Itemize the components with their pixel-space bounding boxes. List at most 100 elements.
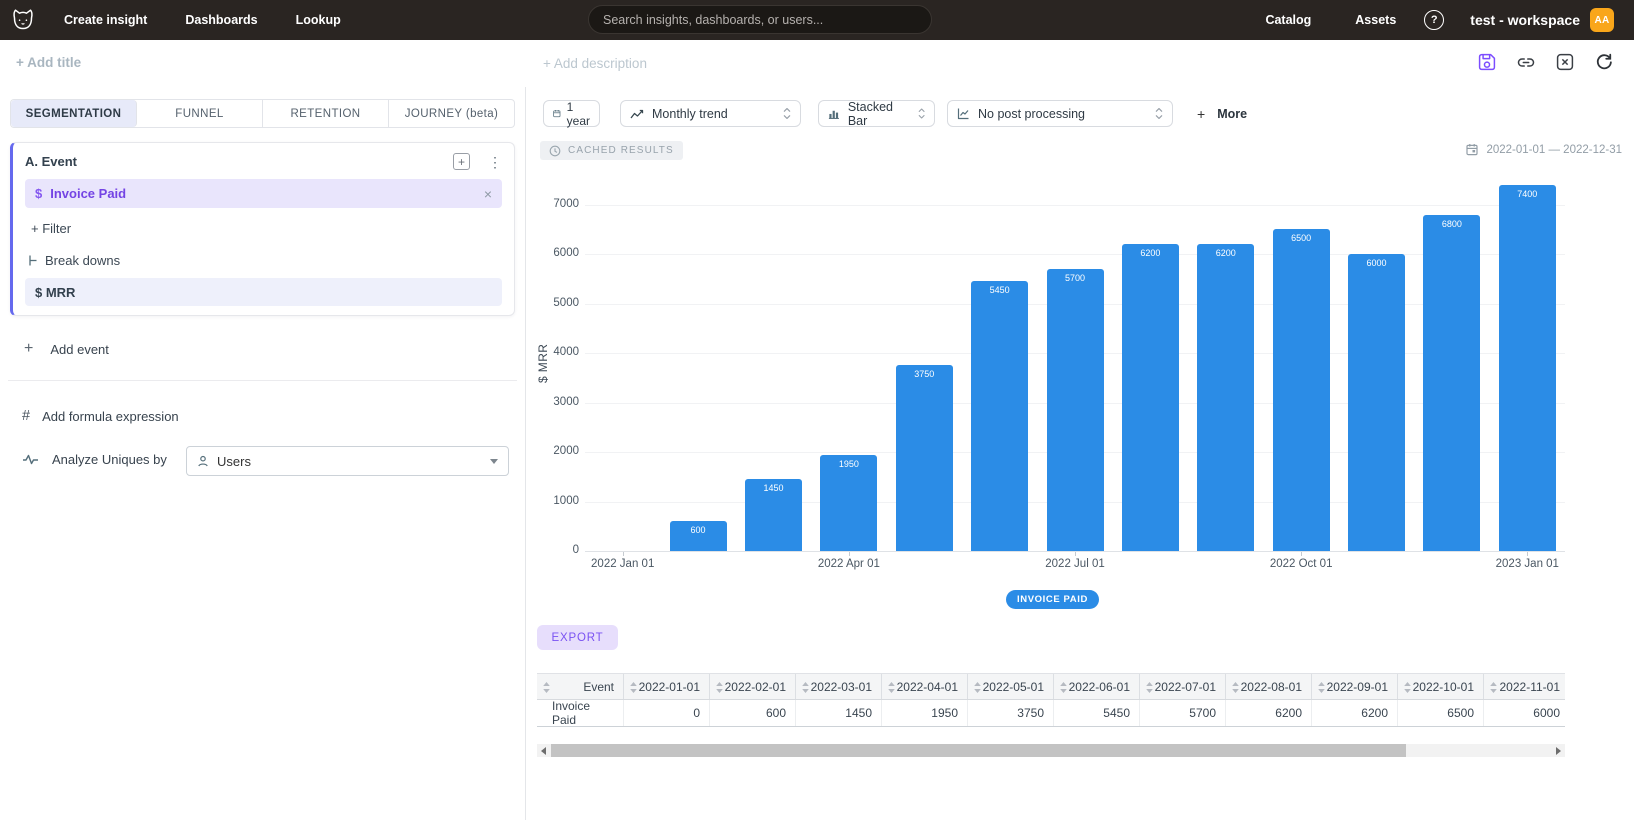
sort-icon — [888, 682, 895, 693]
column-header-event[interactable]: Event — [537, 674, 624, 699]
help-icon[interactable]: ? — [1424, 10, 1445, 30]
cell-value: 6200 — [1226, 700, 1312, 726]
analyze-uniques-select[interactable]: Users — [186, 446, 509, 476]
gridline-7000 — [585, 204, 1565, 206]
sort-icon — [1060, 682, 1067, 693]
y-tick-label: 2000 — [553, 445, 579, 458]
column-header-2022-07-01[interactable]: 2022-07-01 — [1140, 674, 1226, 699]
column-header-2022-02-01[interactable]: 2022-02-01 — [710, 674, 796, 699]
calendar-icon — [1466, 144, 1479, 156]
calendar-icon — [553, 109, 561, 118]
table-body: Invoice Paid 0 600 1450 1950 3750 5450 5700 6200… — [537, 699, 1565, 727]
add-event-button[interactable]: + Add event — [24, 340, 109, 357]
post-processing-select[interactable]: No post processing — [947, 100, 1173, 127]
bar-value-label: 7400 — [1517, 188, 1538, 199]
nav-catalog[interactable]: Catalog — [1265, 13, 1312, 27]
bar-value-label: 6800 — [1441, 218, 1462, 229]
hash-icon: # — [22, 408, 31, 424]
tab-journey-beta-[interactable]: JOURNEY (beta) — [404, 107, 499, 120]
x-tick-label: 2022 Jan 01 — [591, 558, 655, 570]
event-card-a: A. Event + ⋮ $ Invoice Paid × + Filter B… — [10, 142, 515, 316]
bar-2022-06-01: 5450 — [971, 281, 1029, 551]
copy-link-icon[interactable] — [1517, 53, 1535, 71]
top-bar: Create insight Dashboards Lookup Catalog A… — [0, 0, 1634, 40]
bar-2022-03-01: 1450 — [744, 479, 802, 551]
plus-icon: + — [1197, 105, 1206, 122]
cached-results-badge: CACHED RESULTS — [540, 141, 683, 160]
export-button[interactable]: EXPORT — [537, 625, 618, 650]
sort-icon — [1490, 682, 1497, 693]
date-range-display[interactable]: 2022-01-01 — 2022-12-31 — [1466, 143, 1622, 156]
scrollbar-thumb[interactable] — [551, 744, 1406, 757]
post-processing-icon — [957, 108, 969, 120]
search-input[interactable] — [588, 5, 932, 34]
nav-item-lookup[interactable]: Lookup — [295, 13, 341, 27]
main-nav: Create insight Dashboards Lookup — [64, 0, 341, 40]
pulse-icon — [23, 454, 38, 465]
column-header-2022-03-01[interactable]: 2022-03-01 — [796, 674, 882, 699]
y-tick-label: 6000 — [553, 247, 579, 260]
refresh-icon[interactable] — [1595, 53, 1613, 71]
plus-icon: + — [24, 340, 34, 357]
y-tick-label: 0 — [572, 544, 579, 556]
add-formula-button[interactable]: # Add formula expression — [22, 408, 179, 424]
breakdown-value[interactable]: $ MRR — [25, 278, 502, 306]
bar-2022-04-01: 1950 — [820, 454, 878, 551]
sort-icon — [716, 682, 723, 693]
y-tick-label: 3000 — [553, 395, 579, 408]
column-header-2022-04-01[interactable]: 2022-04-01 — [882, 674, 968, 699]
add-description-button[interactable]: + Add description — [543, 56, 647, 71]
nav-item-dashboards[interactable]: Dashboards — [185, 13, 258, 27]
left-panel-divider — [8, 380, 517, 381]
y-tick-label: 1000 — [553, 494, 579, 507]
event-selector[interactable]: $ Invoice Paid × — [25, 179, 502, 208]
cell-event-name: Invoice Paid — [537, 699, 624, 727]
column-header-2022-01-01[interactable]: 2022-01-01 — [624, 674, 710, 699]
column-header-2022-06-01[interactable]: 2022-06-01 — [1054, 674, 1140, 699]
column-header-2022-05-01[interactable]: 2022-05-01 — [968, 674, 1054, 699]
cell-value: 600 — [710, 700, 796, 726]
avatar[interactable]: AA — [1590, 8, 1614, 32]
column-header-2022-09-01[interactable]: 2022-09-01 — [1312, 674, 1398, 699]
insight-actions — [1478, 53, 1613, 71]
column-header-2022-10-01[interactable]: 2022-10-01 — [1398, 674, 1484, 699]
legend-item-invoice-paid[interactable]: INVOICE PAID — [1006, 590, 1099, 609]
select-caret-icon — [1155, 108, 1163, 119]
horizontal-scrollbar[interactable] — [537, 744, 1565, 757]
save-icon[interactable] — [1478, 53, 1496, 71]
scroll-left-icon[interactable] — [537, 744, 550, 757]
trend-line-icon — [630, 109, 644, 118]
more-options-button[interactable]: + More — [1197, 105, 1248, 122]
app-logo-cat-icon[interactable] — [10, 8, 36, 32]
tab-retention[interactable]: RETENTION — [263, 100, 389, 127]
tab-segmentation[interactable]: SEGMENTATION — [11, 100, 137, 127]
bar-value-label: 6200 — [1140, 248, 1161, 259]
bar-2022-05-01: 3750 — [895, 365, 953, 551]
workspace-name[interactable]: test - workspace — [1470, 12, 1580, 28]
column-header-2022-11-01[interactable]: 2022-11-01 — [1484, 674, 1565, 699]
bar-value-label: 3750 — [914, 369, 935, 380]
date-preset-button[interactable]: 1 year — [543, 100, 600, 128]
sort-icon — [1232, 682, 1239, 693]
results-table: Event 2022-01-01 2022-02-01 2022-03-01 2022-… — [537, 673, 1565, 727]
table-row: Invoice Paid 0 600 1450 1950 3750 5450 5700 6200… — [537, 699, 1565, 727]
trend-select[interactable]: Monthly trend — [620, 100, 801, 127]
analyze-uniques-label: Analyze Uniques by — [22, 452, 167, 467]
event-menu-icon[interactable]: ⋮ — [488, 153, 502, 170]
nav-item-create-insight[interactable]: Create insight — [64, 13, 148, 27]
x-tick-mark — [1075, 552, 1076, 556]
column-header-2022-08-01[interactable]: 2022-08-01 — [1226, 674, 1312, 699]
remove-event-icon[interactable]: × — [483, 185, 492, 202]
add-filter-button[interactable]: + Filter — [31, 221, 72, 236]
bar-value-label: 1950 — [838, 458, 859, 469]
close-box-icon[interactable] — [1556, 53, 1574, 71]
nav-assets[interactable]: Assets — [1355, 13, 1397, 27]
bar-2022-11-01: 6000 — [1348, 254, 1406, 551]
scroll-right-icon[interactable] — [1552, 744, 1565, 757]
add-title-button[interactable]: + Add title — [16, 55, 82, 70]
duplicate-event-icon[interactable]: + — [453, 153, 470, 170]
chart-type-select[interactable]: Stacked Bar — [818, 100, 935, 128]
bar-value-label: 6200 — [1215, 248, 1236, 259]
tab-funnel[interactable]: FUNNEL — [137, 100, 263, 127]
